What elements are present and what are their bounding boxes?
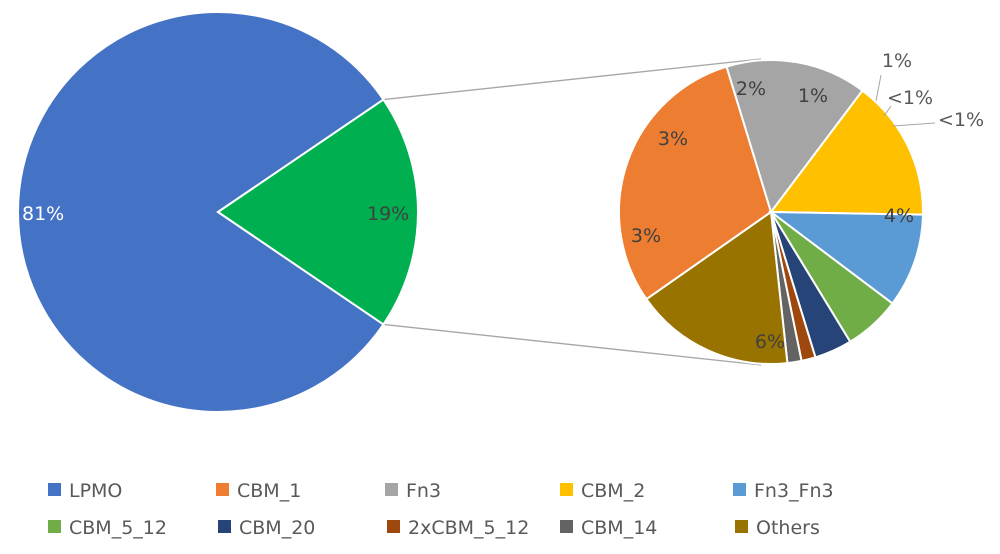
- secondary-slice-others: [645, 210, 789, 365]
- secondary-slice-cbm-2: [769, 89, 924, 216]
- label-fn3: 3%: [631, 225, 661, 247]
- label-cbm-2: 3%: [658, 128, 688, 150]
- secondary-pie: [618, 59, 924, 365]
- legend-label-lpmo: LPMO: [69, 480, 122, 502]
- label-lpmo: 81%: [22, 203, 64, 225]
- legend-label-cbm-20: CBM_20: [239, 517, 315, 539]
- legend-swatch-cbm-20: [218, 520, 231, 533]
- legend-swatch-fn3: [385, 483, 398, 496]
- legend-label-others: Others: [756, 517, 820, 539]
- main-pie: [17, 11, 419, 413]
- label-cbm-14: <1%: [938, 109, 984, 131]
- legend-swatch-others: [735, 520, 748, 533]
- legend-swatch-cbm-14: [560, 520, 573, 533]
- label-cbm-5-12: 1%: [798, 85, 828, 107]
- secondary-slice-fn3: [725, 59, 864, 215]
- legend-swatch-fn3-fn3: [733, 483, 746, 496]
- label-other: 19%: [367, 203, 409, 225]
- legend-label-cbm-5-12: CBM_5_12: [69, 517, 167, 539]
- label-cbm-1: 6%: [755, 331, 785, 353]
- label-cbm-20: 1%: [882, 50, 912, 72]
- legend-label-2xcbm-5-12: 2xCBM_5_12: [408, 517, 529, 539]
- legend-swatch-cbm-5-12: [48, 520, 61, 533]
- legend-label-fn3-fn3: Fn3_Fn3: [754, 480, 834, 502]
- data-labels: 81% 19% 6% 3% 3% 2% 1% 1% <1%<1% 4%: [22, 50, 984, 353]
- main-slice-other: [216, 98, 419, 326]
- label-fn3-fn3: 2%: [736, 78, 766, 100]
- legend-label-cbm-14: CBM_14: [581, 517, 657, 539]
- secondary-slice-cbm-1: [618, 65, 773, 301]
- main-slice-lpmo: [17, 11, 385, 413]
- secondary-slice-fn3-fn3: [767, 210, 924, 305]
- connector-lines: [383, 58, 762, 366]
- legend-label-cbm-2: CBM_2: [581, 480, 645, 502]
- legend-label-fn3: Fn3: [406, 480, 441, 502]
- legend-label-cbm-1: CBM_1: [237, 480, 301, 502]
- leader-cbm-14: [892, 122, 936, 127]
- connector-bottom: [383, 323, 762, 366]
- connector-top: [383, 58, 762, 101]
- label-2xcbm-5-12: <1%: [887, 87, 933, 109]
- legend: LPMO CBM_1 Fn3 CBM_2 Fn3_Fn3 CBM_5_12 CBM_20 2x…: [48, 480, 834, 539]
- legend-swatch-2xcbm-5-12: [387, 520, 400, 533]
- label-others: 4%: [884, 205, 914, 227]
- leader-2xcbm-5-12: [883, 105, 892, 117]
- legend-swatch-cbm-2: [560, 483, 573, 496]
- legend-swatch-lpmo: [48, 483, 61, 496]
- legend-swatch-cbm-1: [216, 483, 229, 496]
- leader-cbm-20: [875, 74, 882, 102]
